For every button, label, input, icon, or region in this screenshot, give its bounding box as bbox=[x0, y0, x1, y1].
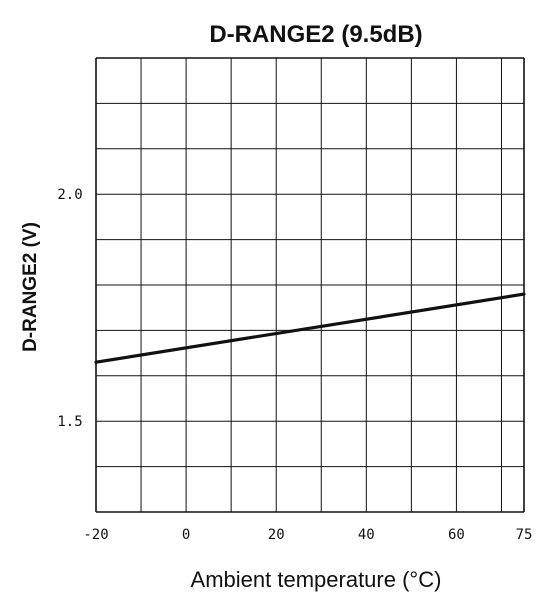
x-tick-label: -20 bbox=[83, 527, 108, 543]
x-tick-label: 60 bbox=[448, 527, 465, 543]
x-tick-label: 20 bbox=[268, 527, 285, 543]
plot-grid bbox=[95, 57, 525, 513]
x-tick-label: 0 bbox=[182, 527, 190, 543]
series-line bbox=[94, 292, 526, 364]
x-tick-label: 75 bbox=[516, 527, 533, 543]
y-axis-label: D-RANGE2 (V) bbox=[20, 222, 41, 352]
chart-title: D-RANGE2 (9.5dB) bbox=[209, 21, 422, 48]
y-axis-ticks: 2.0 1.5 bbox=[57, 187, 82, 430]
x-axis-ticks: -20 0 20 40 60 75 bbox=[83, 527, 532, 543]
x-tick-label: 40 bbox=[358, 527, 375, 543]
y-tick-label: 2.0 bbox=[57, 187, 82, 203]
x-axis-label: Ambient temperature (°C) bbox=[191, 567, 442, 592]
series-layer bbox=[94, 292, 526, 364]
y-tick-label: 1.5 bbox=[57, 414, 82, 430]
